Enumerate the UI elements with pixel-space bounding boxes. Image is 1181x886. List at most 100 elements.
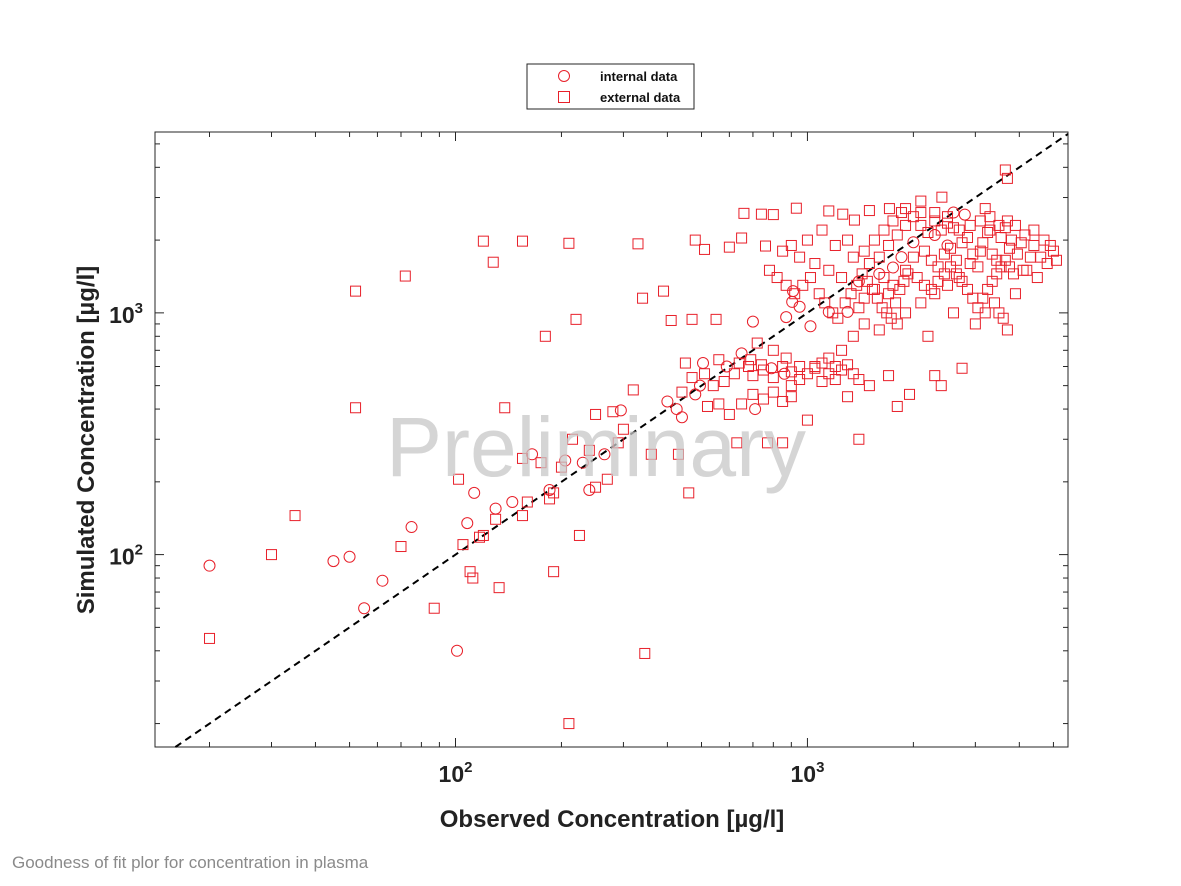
internal-data-point xyxy=(576,456,589,469)
legend-circle-marker xyxy=(558,70,570,82)
internal-data-point xyxy=(451,644,464,657)
external-data-point xyxy=(1001,324,1013,336)
external-data-point xyxy=(487,256,499,268)
internal-data-point xyxy=(765,362,778,375)
external-data-point xyxy=(853,374,865,386)
external-data-point xyxy=(555,461,567,473)
external-data-point xyxy=(718,376,730,388)
external-data-point xyxy=(563,237,575,249)
external-data-point xyxy=(499,402,511,414)
external-data-point xyxy=(733,357,745,369)
external-data-point xyxy=(836,272,848,284)
internal-data-point xyxy=(543,484,556,497)
external-data-point xyxy=(891,229,903,241)
external-data-point xyxy=(851,279,863,291)
external-data-point xyxy=(590,481,602,493)
external-data-point xyxy=(986,275,998,287)
external-data-point xyxy=(1050,254,1062,266)
external-data-point xyxy=(929,215,941,227)
legend-box xyxy=(526,63,695,110)
external-data-point xyxy=(900,219,912,231)
external-data-point xyxy=(925,254,937,266)
external-data-point xyxy=(785,380,797,392)
external-data-point xyxy=(915,219,927,231)
internal-data-point xyxy=(793,300,806,313)
external-data-point xyxy=(723,241,735,253)
external-data-point xyxy=(845,288,857,300)
external-data-point xyxy=(842,359,854,371)
external-data-point xyxy=(1047,245,1059,257)
internal-data-point xyxy=(749,403,762,416)
external-data-point xyxy=(395,541,407,553)
external-data-point xyxy=(938,248,950,260)
external-data-point xyxy=(736,398,748,410)
external-data-point xyxy=(891,318,903,330)
external-data-point xyxy=(941,211,953,223)
external-data-point xyxy=(883,288,895,300)
external-data-point xyxy=(563,718,575,730)
external-data-point xyxy=(1003,242,1015,254)
identity-line xyxy=(174,133,1069,748)
external-data-point xyxy=(842,391,854,403)
external-data-point xyxy=(997,312,1009,324)
external-data-point xyxy=(858,318,870,330)
external-data-point xyxy=(945,242,957,254)
external-data-point xyxy=(801,414,813,426)
external-data-point xyxy=(873,251,885,263)
external-data-point xyxy=(1011,248,1023,260)
external-data-point xyxy=(922,227,934,239)
external-data-point xyxy=(982,227,994,239)
external-data-point xyxy=(637,292,649,304)
internal-data-point xyxy=(506,496,519,509)
external-data-point xyxy=(962,232,974,244)
external-data-point xyxy=(809,258,821,270)
external-data-point xyxy=(929,370,941,382)
external-data-point xyxy=(607,406,619,418)
external-data-point xyxy=(736,232,748,244)
external-data-point xyxy=(991,268,1003,280)
external-data-point xyxy=(265,549,277,561)
external-data-point xyxy=(612,437,624,449)
external-data-point xyxy=(742,360,754,372)
external-data-point xyxy=(972,261,984,273)
external-data-point xyxy=(858,245,870,257)
external-data-point xyxy=(493,582,505,594)
external-data-point xyxy=(790,202,802,214)
external-data-point xyxy=(713,398,725,410)
external-data-point xyxy=(974,245,986,257)
external-data-point xyxy=(1001,215,1013,227)
external-data-point xyxy=(780,352,792,364)
external-data-point xyxy=(490,513,502,525)
external-data-point xyxy=(823,205,835,217)
external-data-point xyxy=(738,207,750,219)
external-data-point xyxy=(1024,251,1036,263)
internal-data-point xyxy=(735,347,748,360)
external-data-point xyxy=(747,370,759,382)
external-data-point xyxy=(918,245,930,257)
external-data-point xyxy=(1017,264,1029,276)
internal-data-point xyxy=(852,275,865,288)
external-data-point xyxy=(699,368,711,380)
legend-entry-external: external data xyxy=(600,90,681,105)
external-data-point xyxy=(950,268,962,280)
external-data-point xyxy=(289,510,301,522)
external-data-point xyxy=(907,251,919,263)
external-data-point xyxy=(925,283,937,295)
external-data-point xyxy=(953,224,965,236)
internal-data-point xyxy=(787,285,800,298)
external-data-point xyxy=(979,307,991,319)
external-data-point xyxy=(883,239,895,251)
internal-data-point xyxy=(746,315,759,328)
external-data-point xyxy=(567,433,579,445)
external-data-point xyxy=(785,366,797,378)
internal-data-point xyxy=(559,454,572,467)
external-data-point xyxy=(617,423,629,435)
internal-data-point xyxy=(343,550,356,563)
external-data-point xyxy=(516,235,528,247)
internal-data-point xyxy=(468,486,481,499)
external-data-point xyxy=(777,437,789,449)
external-data-point xyxy=(885,312,897,324)
legend: internal data external data xyxy=(526,63,695,110)
external-data-point xyxy=(477,235,489,247)
